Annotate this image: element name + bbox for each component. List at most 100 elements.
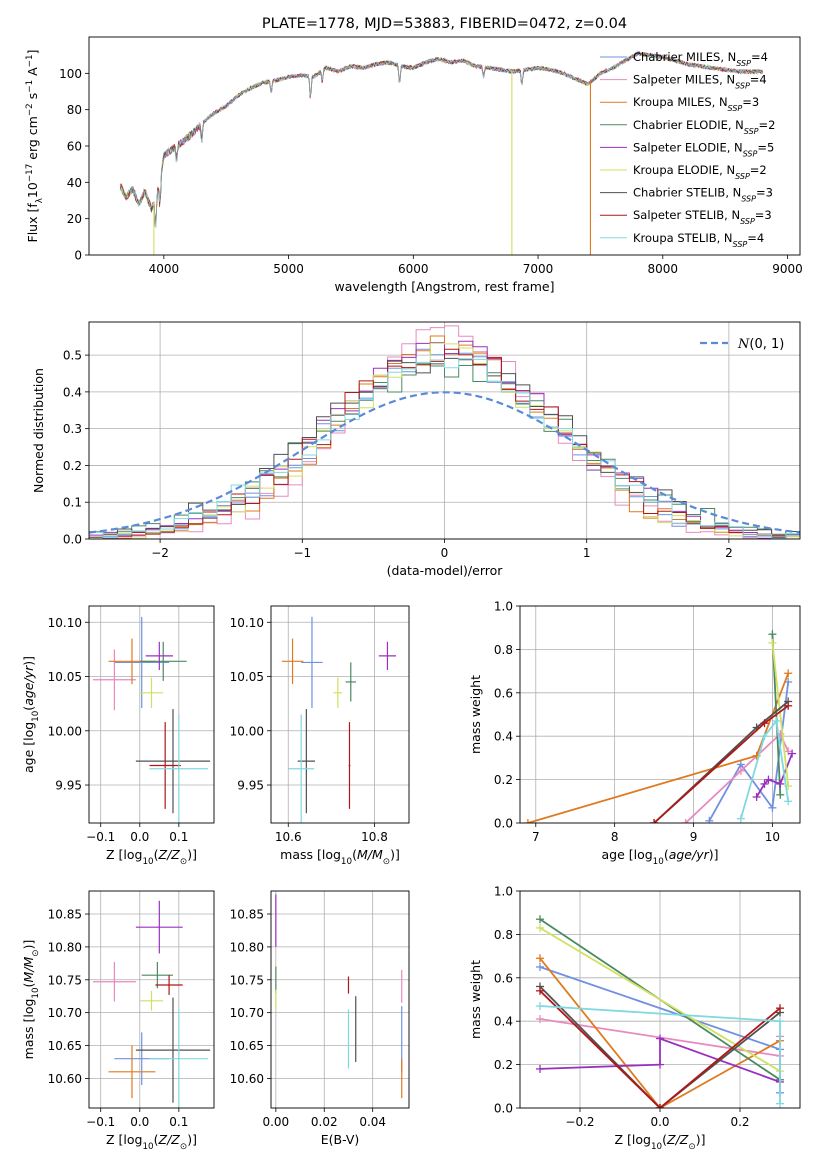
- plot-area: [89, 325, 800, 539]
- legend-sub: SSP: [743, 149, 758, 158]
- legend-text: =4: [751, 50, 768, 64]
- label-part: (: [154, 1132, 159, 1147]
- label-part: age/yr: [21, 665, 36, 706]
- label-part: mass [log: [21, 999, 36, 1060]
- y-tick-label: 100: [59, 67, 82, 81]
- x-tick-label: −0.1: [86, 1115, 115, 1129]
- plot-area: [536, 915, 784, 1108]
- legend-text: N: [737, 337, 750, 352]
- y-tick-label: 10.65: [48, 1039, 82, 1053]
- legend-text: Salpeter STELIB, N: [633, 208, 740, 222]
- y-tick-label: 20: [67, 212, 82, 226]
- label-part: (: [154, 847, 159, 862]
- label-part: )]: [21, 940, 36, 950]
- y-tick-label: 0.1: [63, 496, 82, 510]
- label-part: Flux [f: [25, 203, 40, 243]
- y-tick-label: 10.75: [48, 973, 82, 987]
- label-part: (: [664, 847, 669, 862]
- x-tick-label: 0.2: [730, 1115, 749, 1129]
- legend-text: Salpeter MILES, N: [633, 73, 735, 87]
- y-axis-label: Normed distribution: [31, 368, 46, 493]
- y-tick-label: 0.4: [494, 1015, 513, 1029]
- x-tick-label: −1: [293, 546, 311, 560]
- axes-frame: [88, 890, 215, 1109]
- label-part: age [log: [21, 722, 36, 773]
- label-part: )]: [696, 1132, 706, 1147]
- label-part: )]: [187, 847, 197, 862]
- legend-sub: SSP: [736, 59, 751, 68]
- x-tick-label: 10.8: [361, 830, 388, 844]
- x-tick-label: 1: [583, 546, 591, 560]
- label-part: mass [log: [280, 847, 341, 862]
- label-part: ⊙: [180, 857, 187, 867]
- y-tick-label: 0.2: [494, 773, 513, 787]
- spectrum-line: [119, 51, 763, 228]
- x-tick-label: 8: [611, 830, 619, 844]
- y-axis-label: age [log10(age/yr)]: [21, 656, 41, 773]
- y-tick-label: 0.5: [63, 349, 82, 363]
- panel-residuals: −2 −1 0 1 2 0.0 0.1 0.2 0.3 0.4 0.5 (data-model)/er…: [31, 321, 801, 578]
- x-axis-label: mass [log10(M/M⊙)]: [280, 847, 400, 867]
- legend-text: Salpeter ELODIE, N: [633, 140, 743, 154]
- y-tick-label: 40: [67, 176, 82, 190]
- y-axis-label: mass weight: [468, 960, 483, 1039]
- weight-line: [539, 927, 781, 1072]
- legend-entry: Salpeter STELIB, NSSP=3: [633, 208, 772, 226]
- label-part: (: [662, 1132, 667, 1147]
- label-part: s: [25, 93, 40, 104]
- label-part: )]: [21, 656, 36, 666]
- weight-line: [527, 672, 790, 823]
- y-tick-label: 0.0: [63, 533, 82, 547]
- x-tick-label: 0.0: [130, 1115, 149, 1129]
- y-tick-label: 0.4: [63, 385, 82, 399]
- y-tick-label: 9.95: [55, 779, 82, 793]
- label-part: )]: [390, 847, 400, 862]
- panel-mass-vs-Z: −0.1 0.0 0.1 10.60 10.65 10.70 10.75 10.80 10.85…: [21, 890, 215, 1152]
- label-part: A: [25, 67, 40, 80]
- y-tick-label: 0.4: [494, 730, 513, 744]
- legend-entry: Chabrier MILES, NSSP=4: [633, 50, 768, 68]
- label-part: Z/Z: [666, 1132, 689, 1147]
- x-tick-label: −2: [151, 546, 169, 560]
- y-tick-label: 0.2: [494, 1058, 513, 1072]
- legend-sub: SSP: [735, 81, 750, 90]
- y-axis-label: mass [log10(M/M⊙)]: [21, 940, 41, 1060]
- legend-entry: Chabrier STELIB, NSSP=3: [633, 186, 773, 204]
- legend-text: (0, 1): [749, 337, 784, 352]
- x-tick-label: 2: [725, 546, 733, 560]
- label-part: Z [log: [106, 847, 142, 862]
- y-tick-label: 10.75: [230, 973, 264, 987]
- y-tick-label: 0.6: [494, 971, 513, 985]
- x-tick-label: 0.00: [262, 1115, 289, 1129]
- legend-text: =4: [750, 73, 767, 87]
- plot-area: [92, 900, 211, 1108]
- x-tick-label: 9: [690, 830, 698, 844]
- legend-text: =2: [750, 163, 767, 177]
- x-tick-label: 9000: [772, 262, 803, 276]
- legend-sub: SSP: [741, 194, 756, 203]
- label-part: 10: [651, 1142, 662, 1152]
- label-part: M/M: [357, 847, 383, 862]
- label-part: ]: [25, 50, 40, 55]
- x-axis-label: Z [log10(Z/Z⊙)]: [106, 847, 197, 867]
- axes-frame: [88, 321, 801, 540]
- x-tick-label: 5000: [273, 262, 304, 276]
- label-part: (: [21, 983, 36, 988]
- x-axis-label: (data-model)/error: [387, 563, 504, 578]
- axes-frame: [519, 890, 801, 1109]
- legend-entry: N(0, 1): [737, 337, 784, 352]
- plot-area: [119, 50, 763, 255]
- legend-text: =3: [742, 95, 759, 109]
- x-axis-label: Z [log10(Z/Z⊙)]: [615, 1132, 706, 1152]
- panel-spectrum: 4000 5000 6000 7000 8000 9000 0 20 40 60 80 100 wave…: [25, 36, 803, 294]
- y-tick-label: 10.00: [230, 724, 264, 738]
- label-part: −1: [25, 54, 35, 67]
- panel-age-vs-mass: 10.6 10.8 9.95 10.00 10.05 10.10 mass [log10(M…: [230, 605, 410, 867]
- y-tick-label: 10.10: [230, 616, 264, 630]
- y-tick-label: 0.8: [494, 928, 513, 942]
- y-tick-label: 0: [74, 249, 82, 263]
- legend-text: =3: [756, 186, 773, 200]
- x-tick-label: 10: [765, 830, 780, 844]
